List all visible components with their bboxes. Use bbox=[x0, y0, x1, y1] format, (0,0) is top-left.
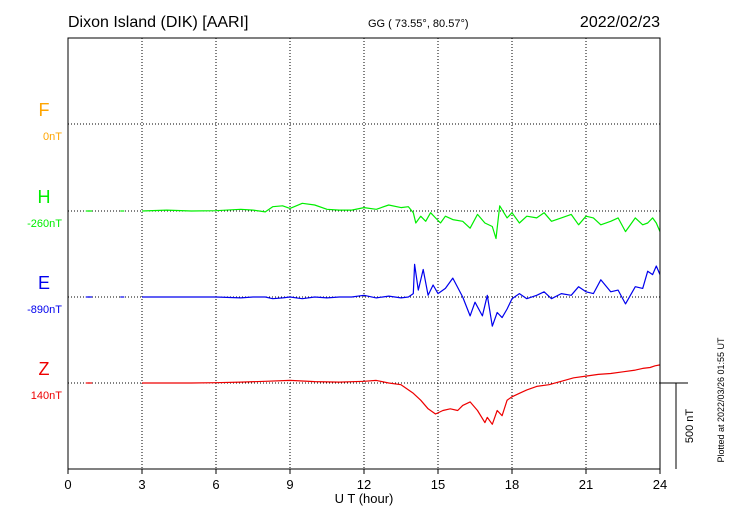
plotted-timestamp: Plotted at 2022/03/26 01:55 UT bbox=[716, 337, 726, 463]
channel-labels: F 0nT H -260nT E -890nT Z 140nT bbox=[27, 100, 62, 402]
x-tick-label: 21 bbox=[579, 477, 593, 492]
scale-bar-label: 500 nT bbox=[684, 409, 696, 444]
x-tick-label: 0 bbox=[64, 477, 71, 492]
channel-label-z: Z bbox=[39, 359, 50, 379]
channel-label-e: E bbox=[38, 273, 50, 293]
chart-coordinates: GG ( 73.55°, 80.57°) bbox=[368, 18, 469, 30]
x-tick-label: 15 bbox=[431, 477, 445, 492]
x-tick-label: 6 bbox=[212, 477, 219, 492]
x-axis-ticks: 0 3 6 9 12 15 18 21 24 bbox=[64, 469, 667, 492]
channel-baseline-value-z: 140nT bbox=[31, 390, 62, 402]
channel-baseline-value-f: 0nT bbox=[43, 131, 62, 143]
series-lines bbox=[85, 202, 661, 425]
x-tick-label: 3 bbox=[138, 477, 145, 492]
x-tick-label: 24 bbox=[653, 477, 667, 492]
series-h-line bbox=[141, 202, 661, 240]
chart-title: Dixon Island (DIK) [AARI] bbox=[68, 14, 249, 31]
x-tick-label: 9 bbox=[286, 477, 293, 492]
x-tick-label: 18 bbox=[505, 477, 519, 492]
chart-date: 2022/02/23 bbox=[580, 14, 660, 31]
channel-label-h: H bbox=[38, 187, 51, 207]
scale-bar: 500 nT bbox=[660, 382, 696, 469]
x-axis-label: U T (hour) bbox=[335, 491, 394, 506]
series-z-line bbox=[142, 364, 661, 425]
grid-lines bbox=[141, 38, 587, 469]
channel-label-f: F bbox=[39, 100, 50, 120]
channel-baseline-value-h: -260nT bbox=[27, 218, 62, 230]
series-e-line bbox=[142, 263, 661, 327]
x-tick-label: 12 bbox=[357, 477, 371, 492]
channel-baseline-value-e: -890nT bbox=[27, 304, 62, 316]
